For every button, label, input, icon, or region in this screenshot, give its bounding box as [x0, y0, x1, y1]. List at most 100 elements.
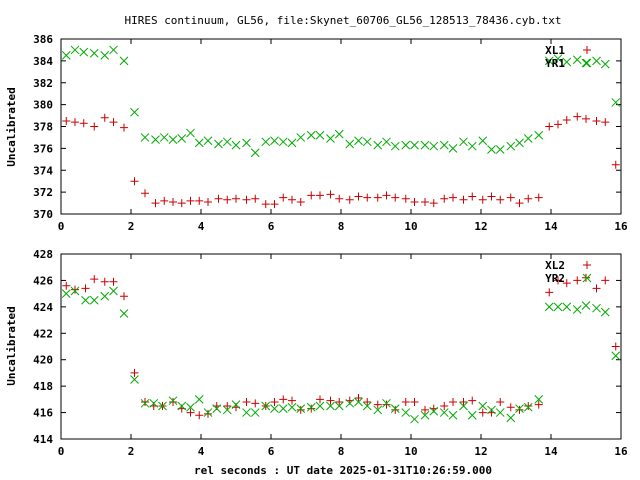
legend-marker — [582, 58, 592, 68]
data-point — [278, 404, 288, 413]
legend-label: XL2 — [545, 259, 565, 272]
x-tick-label: 4 — [198, 445, 205, 458]
data-point — [149, 398, 159, 408]
data-point — [410, 140, 419, 150]
data-point — [506, 403, 515, 412]
data-point — [429, 199, 438, 208]
data-point — [354, 136, 363, 146]
plot-frame — [60, 253, 622, 440]
data-point — [194, 138, 204, 148]
data-point — [296, 133, 306, 142]
data-point — [534, 400, 543, 409]
data-point — [231, 400, 241, 409]
data-point — [151, 135, 160, 144]
data-point — [459, 401, 468, 411]
data-point — [410, 414, 419, 424]
data-point — [515, 138, 524, 148]
data-point — [440, 194, 449, 203]
data-point — [601, 276, 610, 285]
x-tick-label: 14 — [544, 220, 558, 233]
data-point — [363, 398, 372, 406]
y-tick-label: 414 — [33, 433, 53, 446]
data-point — [177, 199, 186, 208]
data-point — [120, 123, 128, 132]
data-point — [429, 141, 439, 151]
data-point — [168, 135, 178, 144]
data-point — [572, 55, 582, 65]
data-point — [506, 193, 515, 202]
data-point — [109, 277, 118, 286]
data-point — [223, 195, 232, 204]
data-point — [448, 410, 458, 420]
data-point — [232, 194, 240, 203]
data-point — [354, 394, 363, 403]
data-point — [100, 51, 110, 60]
x-tick-label: 0 — [58, 445, 65, 458]
data-point — [279, 395, 288, 404]
data-point — [334, 129, 344, 139]
data-point — [554, 120, 562, 129]
data-point — [296, 405, 305, 414]
x-tick-label: 16 — [614, 445, 628, 458]
y-tick-label: 386 — [33, 33, 53, 46]
chart-title: HIRES continuum, GL56, file:Skynet_60706… — [124, 14, 561, 27]
data-point — [62, 281, 71, 290]
data-point — [130, 375, 139, 384]
data-point — [429, 406, 439, 416]
data-point — [524, 401, 533, 410]
data-point — [401, 140, 411, 150]
data-point — [204, 197, 212, 206]
y-tick-label: 426 — [33, 274, 53, 287]
data-point — [140, 133, 150, 142]
data-point — [279, 193, 288, 202]
data-point — [495, 408, 505, 417]
data-point — [534, 193, 543, 202]
data-point — [242, 408, 251, 417]
data-point — [495, 145, 505, 154]
data-point — [89, 48, 99, 58]
data-point — [177, 401, 187, 411]
data-point — [326, 190, 335, 199]
data-point — [186, 128, 195, 138]
data-point — [363, 193, 372, 202]
data-point — [401, 408, 411, 417]
data-point — [487, 405, 496, 415]
data-point — [306, 130, 316, 140]
data-point — [562, 302, 572, 312]
legend-label: YR1 — [545, 57, 565, 70]
x-tick-label: 10 — [404, 220, 417, 233]
data-point — [544, 302, 554, 312]
series-XL1 — [62, 112, 620, 209]
data-point — [544, 56, 554, 66]
data-point — [270, 136, 279, 146]
data-point — [61, 289, 71, 298]
data-point — [534, 395, 544, 404]
data-point — [270, 398, 279, 406]
data-point — [581, 58, 591, 68]
data-point — [562, 115, 571, 124]
data-point — [354, 397, 363, 407]
x-tick-label: 14 — [544, 445, 558, 458]
x-tick-label: 12 — [474, 445, 487, 458]
data-point — [261, 200, 270, 209]
y-tick-label: 382 — [33, 77, 53, 90]
data-point — [130, 177, 139, 186]
data-point — [141, 189, 149, 198]
data-point — [326, 401, 335, 411]
data-point — [278, 137, 288, 147]
data-point — [572, 305, 582, 314]
y-tick-label: 380 — [33, 99, 53, 112]
data-point — [62, 117, 71, 126]
legend-marker — [582, 273, 592, 283]
data-point — [195, 411, 204, 420]
series-YR1 — [61, 45, 621, 158]
data-point — [449, 193, 457, 202]
data-point — [261, 137, 271, 147]
data-point — [382, 137, 391, 147]
legend-label: YR2 — [545, 272, 565, 285]
data-point — [362, 137, 372, 147]
data-point — [611, 160, 620, 169]
data-point — [70, 45, 80, 55]
data-point — [186, 196, 195, 205]
